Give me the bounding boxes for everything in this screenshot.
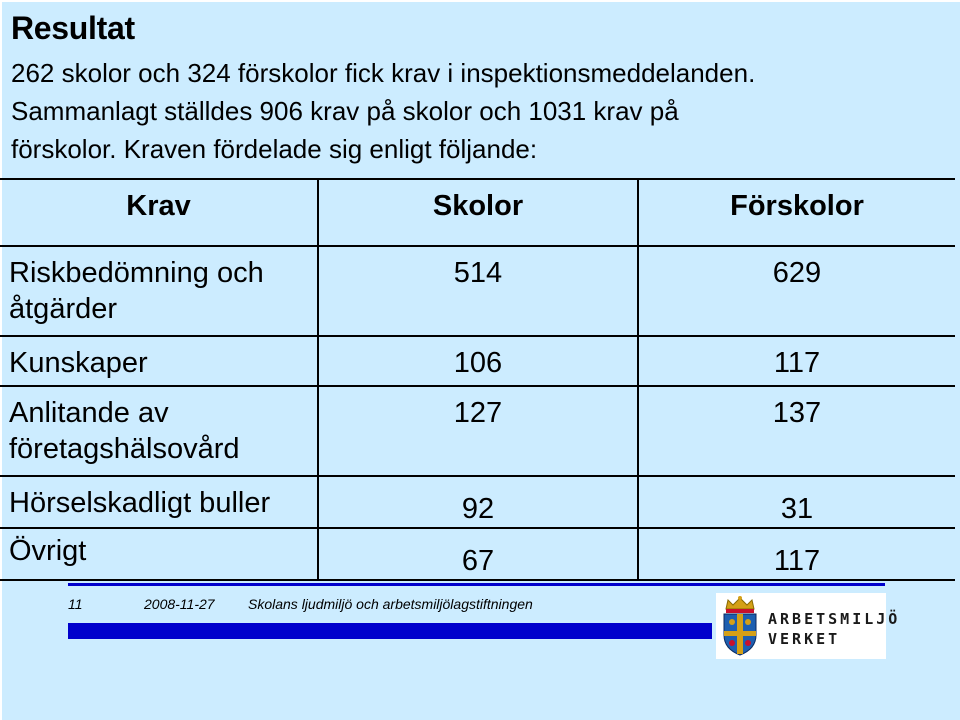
footer: 11 2008-11-27 Skolans ljudmiljö och arbets… (68, 596, 728, 612)
krav-label-line-2: företagshälsovård (9, 433, 240, 465)
cell-skolor: 514 (318, 245, 639, 337)
cell-skolor: 106 (318, 335, 639, 387)
logo-wordmark: ARBETSMILJÖ VERKET (768, 609, 900, 649)
cell-forskolor: 629 (638, 245, 955, 337)
footer-page-number: 11 (68, 596, 83, 612)
slide-title: Resultat (11, 10, 135, 46)
cell-krav: Kunskaper (0, 335, 319, 387)
footer-divider (68, 583, 885, 586)
cell-forskolor: 117 (638, 527, 955, 581)
intro-line-1: 262 skolor och 324 förskolor fick krav i… (11, 58, 756, 88)
table-row: Övrigt 67 117 (0, 527, 955, 581)
requirements-table: Krav Skolor Förskolor Riskbedömning och … (0, 178, 955, 581)
footer-caption: Skolans ljudmiljö och arbetsmiljölagstif… (248, 596, 533, 612)
cell-krav: Anlitande av företagshälsovård (0, 385, 319, 477)
crowned-shield-emblem-icon (723, 596, 757, 656)
cell-skolor: 127 (318, 385, 639, 477)
arbetsmiljoverket-logo: ARBETSMILJÖ VERKET (716, 593, 897, 659)
intro-text: 262 skolor och 324 förskolor fick krav i… (11, 54, 931, 168)
cell-skolor: 92 (318, 475, 639, 529)
table-row: Hörselskadligt buller 92 31 (0, 475, 955, 529)
cell-forskolor: 117 (638, 335, 955, 387)
intro-line-3: förskolor. Kraven fördelade sig enligt f… (11, 134, 538, 164)
krav-label-line-1: Anlitande av (9, 397, 169, 429)
cell-skolor: 67 (318, 527, 639, 581)
table-row: Riskbedömning och åtgärder 514 629 (0, 245, 955, 337)
footer-bar (68, 623, 712, 639)
header-skolor: Skolor (318, 178, 639, 247)
krav-label-line-2: åtgärder (9, 293, 118, 325)
cell-krav: Riskbedömning och åtgärder (0, 245, 319, 337)
intro-line-2: Sammanlagt ställdes 906 krav på skolor o… (11, 96, 679, 126)
header-krav: Krav (0, 178, 319, 247)
cell-forskolor: 137 (638, 385, 955, 477)
logo-line-2: VERKET (768, 630, 841, 648)
krav-label-line-1: Riskbedömning och (9, 257, 264, 289)
header-forskolor: Förskolor (638, 178, 955, 247)
table-header-row: Krav Skolor Förskolor (0, 178, 955, 247)
cell-krav: Hörselskadligt buller (0, 475, 319, 529)
cell-krav: Övrigt (0, 527, 319, 581)
footer-date: 2008-11-27 (144, 596, 215, 612)
cell-forskolor: 31 (638, 475, 955, 529)
logo-line-1: ARBETSMILJÖ (768, 610, 901, 628)
table-row: Kunskaper 106 117 (0, 335, 955, 387)
table-row: Anlitande av företagshälsovård 127 137 (0, 385, 955, 477)
